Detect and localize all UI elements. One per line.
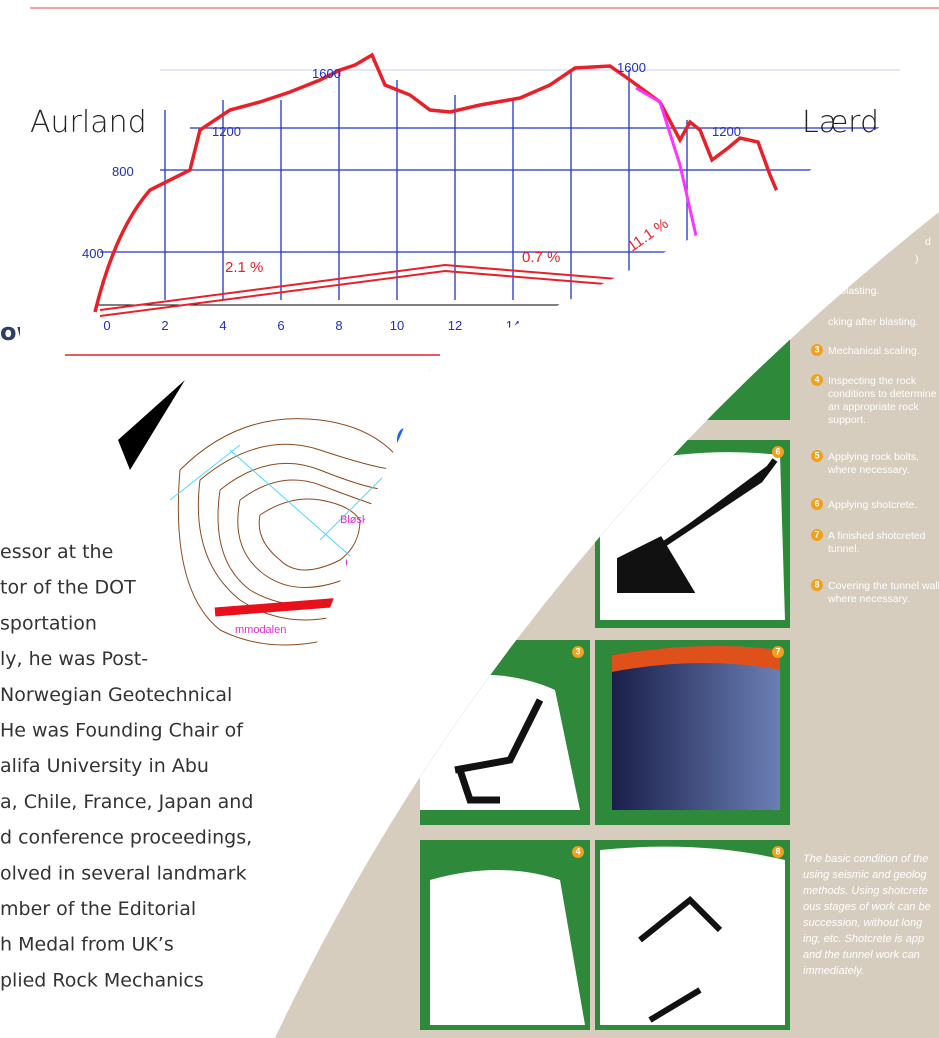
paragraph-line: alifa University in Abu: [0, 755, 209, 777]
step-text: re blasting.: [828, 285, 879, 297]
distance-label: 0: [103, 318, 110, 333]
paragraph-line: Norwegian Geotechnical: [0, 684, 232, 706]
steps-heading: d: [925, 236, 931, 248]
step-text: Applying shotcrete.: [828, 499, 917, 511]
distance-label: 16: [564, 318, 578, 333]
step-text: cking after blasting.: [828, 316, 918, 328]
paragraph-line: plied Rock Mechanics: [0, 969, 204, 991]
paragraph-line: ly, he was Post-: [0, 648, 148, 670]
caption-line: and the tunnel work can: [803, 949, 920, 961]
caption-line: methods. Using shotcrete: [803, 885, 928, 897]
panel-number: 7: [775, 646, 780, 656]
panel-number: 6: [775, 446, 780, 456]
steps-heading: ): [915, 253, 919, 265]
gradient-label: 2.: [712, 259, 725, 276]
collage: s.owessor at thetor of the DOTsportation…: [0, 0, 939, 1038]
paragraph-line: d conference proceedings,: [0, 827, 252, 849]
step-text: Covering the tunnel walls: [828, 580, 939, 592]
paragraph-line: sportation: [0, 612, 97, 634]
distance-label: 6: [277, 318, 284, 333]
paragraph-line: He was Founding Chair of: [0, 720, 244, 742]
caption-line: succession, without long: [803, 917, 923, 929]
panel-number: 4: [575, 846, 580, 856]
page: s.owessor at thetor of the DOTsportation…: [0, 0, 939, 1038]
step-number: 3: [814, 344, 819, 354]
step-text: Applying rock bolts,: [828, 451, 919, 463]
caption-line: immediately.: [803, 965, 864, 977]
step-number: 7: [814, 529, 819, 539]
step-text: tunnel.: [828, 543, 860, 555]
step-number: 4: [814, 374, 819, 384]
distance-label: 18: [622, 318, 636, 333]
paragraph-line: tor of the DOT: [0, 577, 136, 599]
step-text: where necessary.: [827, 593, 910, 605]
place-label: Aurland: [30, 105, 147, 140]
step-number: 6: [814, 498, 819, 508]
elevation-label: 1600: [312, 66, 341, 81]
map-label: Tønjadalen: [494, 415, 541, 462]
step-text: conditions to determine: [828, 388, 937, 400]
elevation-label: 1200: [712, 124, 741, 139]
step-text: an appropriate rock: [828, 401, 919, 413]
paragraph-line: essor at the: [0, 541, 113, 563]
caption-line: The basic condition of the: [803, 853, 928, 865]
caption-line: using seismic and geolog: [803, 869, 927, 881]
elevation-label: 800: [790, 183, 812, 198]
elevation-label: 400: [82, 246, 104, 261]
map-label: mmodalen: [235, 624, 286, 636]
elevation-label: 1200: [212, 124, 241, 139]
paragraph-line: h Medal from UK’s: [0, 934, 174, 956]
map: [90, 366, 560, 696]
caption-line: ous stages of work can be: [803, 901, 931, 913]
map-label: Hornsnipa: [345, 558, 396, 570]
profile-chart: [20, 0, 939, 362]
step-text: where necessary.: [827, 464, 910, 476]
caption-line: ing, etc. Shotcrete is app: [803, 933, 924, 945]
gradient-label: 0.7 %: [522, 249, 560, 266]
map-label: Bløskavlen: [340, 514, 394, 526]
panel-number: 8: [775, 846, 780, 856]
distance-label: 12: [448, 318, 462, 333]
distance-label: 8: [335, 318, 342, 333]
paragraph-line: mber of the Editorial: [0, 898, 196, 920]
distance-label: 14: [506, 318, 520, 333]
step-text: Inspecting the rock: [828, 375, 917, 387]
distance-label: 4: [219, 318, 226, 333]
step-text: A finished shotcreted: [828, 530, 926, 542]
elevation-label: 1600: [617, 60, 646, 75]
step-number: 8: [814, 579, 819, 589]
distance-label: 2: [161, 318, 168, 333]
paragraph-line: a, Chile, France, Japan and: [0, 791, 253, 813]
step-text: Mechanical scaling.: [828, 345, 920, 357]
step-text: support.: [828, 414, 866, 426]
gradient-label: 2.1 %: [225, 259, 263, 276]
panel-number: 3: [575, 646, 580, 656]
place-label: Lærd: [802, 105, 879, 140]
step-number: 5: [814, 450, 819, 460]
elevation-label: 800: [112, 164, 134, 179]
distance-label: 10: [390, 318, 404, 333]
paragraph-line: olved in several landmark: [0, 862, 247, 884]
